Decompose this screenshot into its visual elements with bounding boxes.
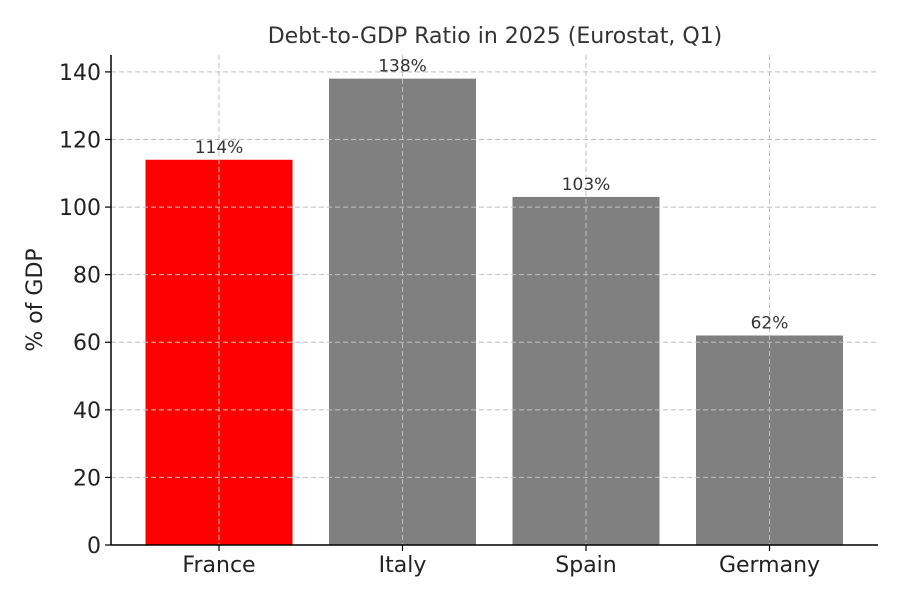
y-tick-label-0: 0 (87, 534, 101, 559)
grid-lines (111, 55, 878, 545)
y-tick-label-120: 120 (59, 128, 101, 153)
axes (110, 55, 878, 546)
bar-value-label-italy: 138% (378, 57, 427, 77)
y-axis-label: % of GDP (23, 248, 48, 351)
bar-value-label-france: 114% (195, 138, 244, 158)
y-tick-label-60: 60 (73, 331, 101, 356)
y-tick-label-140: 140 (59, 61, 101, 86)
y-tick-label-80: 80 (73, 264, 101, 289)
bar-value-label-spain: 103% (562, 175, 611, 195)
y-tick-label-100: 100 (59, 196, 101, 221)
x-tick-label-germany: Germany (719, 553, 820, 578)
x-tick-label-spain: Spain (555, 553, 616, 578)
bar-value-label-germany: 62% (751, 313, 789, 333)
y-axis-ticks: 0 20 40 60 80 100 120 140 (59, 61, 111, 559)
bars (145, 78, 843, 546)
bar-value-labels: 114% 138% 103% 62% (195, 57, 789, 334)
chart-title: Debt-to-GDP Ratio in 2025 (Eurostat, Q1) (268, 24, 723, 49)
y-tick-label-40: 40 (73, 399, 101, 424)
x-tick-label-italy: Italy (379, 553, 427, 578)
x-axis-ticks: France Italy Spain Germany (182, 545, 820, 578)
x-tick-label-france: France (182, 553, 255, 578)
y-tick-label-20: 20 (73, 466, 101, 491)
